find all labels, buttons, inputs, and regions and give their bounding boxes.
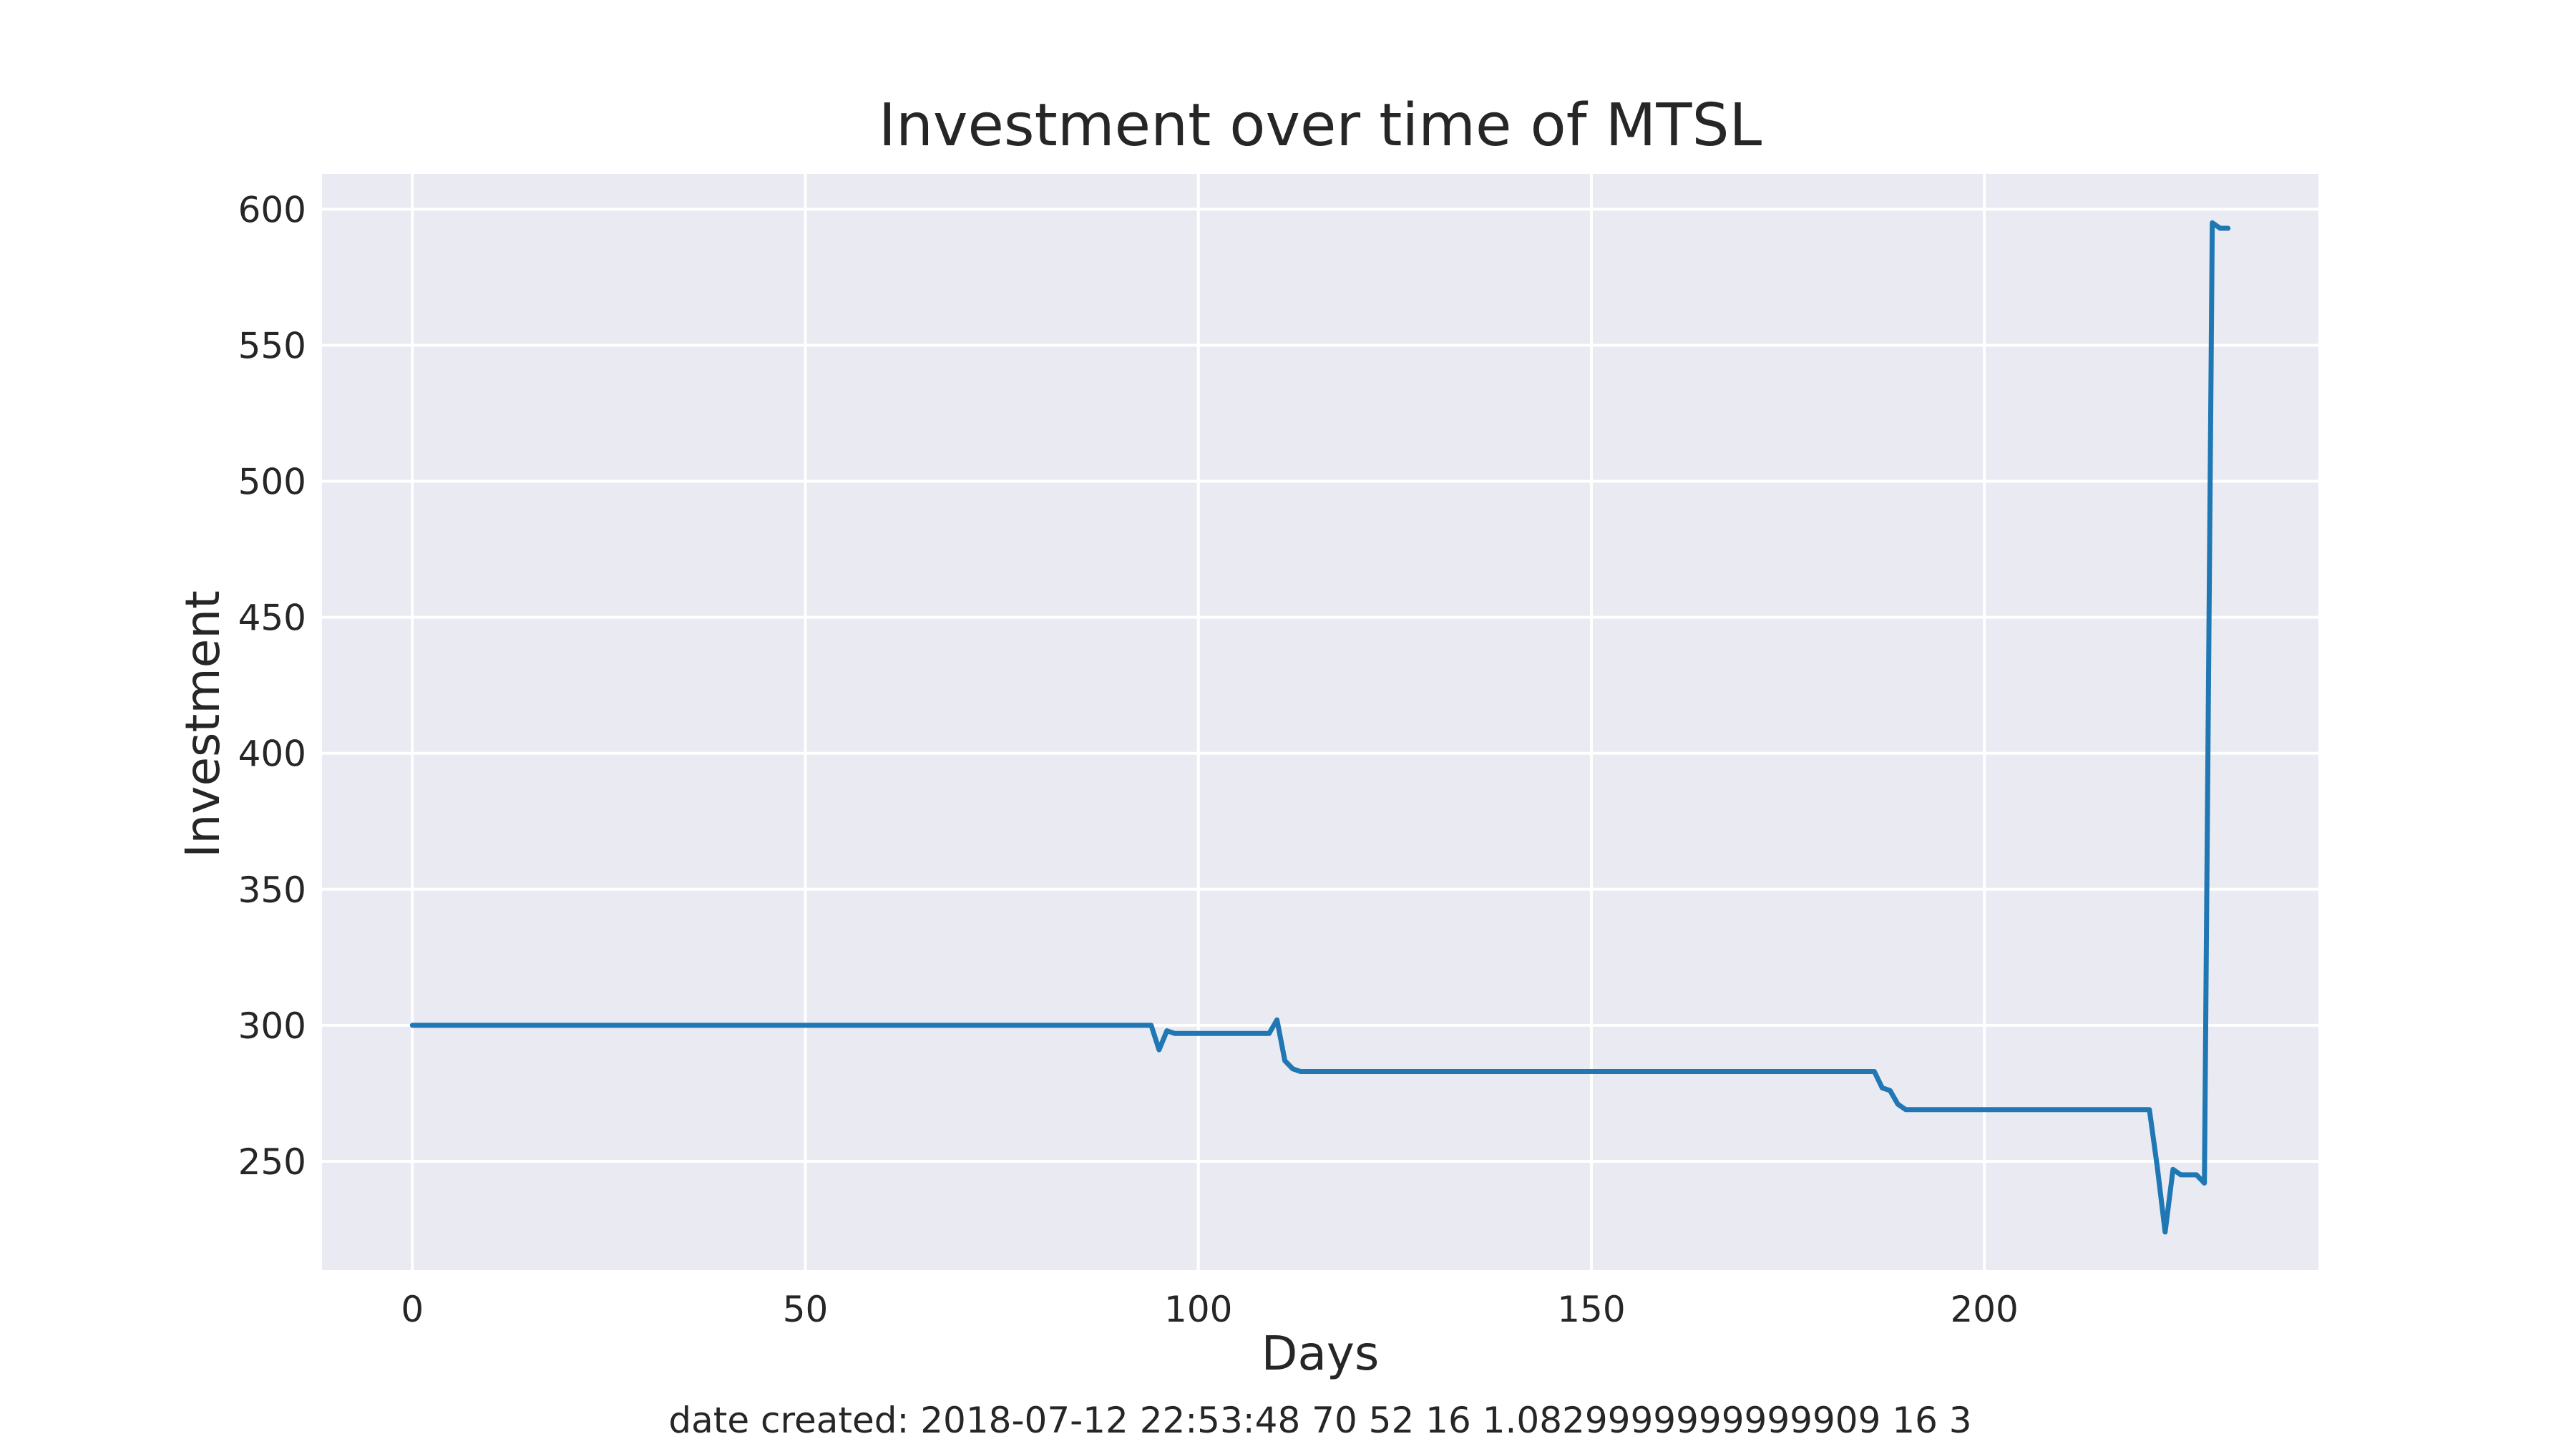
- x-tick-label: 100: [1164, 1289, 1232, 1330]
- y-tick-label: 450: [238, 597, 306, 639]
- grid-lines: [322, 174, 2318, 1270]
- plot-area: [322, 174, 2318, 1270]
- series-line: [409, 220, 2231, 1235]
- y-tick-label: 250: [238, 1141, 306, 1183]
- x-tick-label: 200: [1950, 1289, 2018, 1330]
- y-tick-label: 400: [238, 733, 306, 775]
- y-tick-label: 350: [238, 869, 306, 911]
- x-tick-label: 50: [783, 1289, 829, 1330]
- chart-title: Investment over time of MTSL: [879, 92, 1762, 160]
- x-tick-label: 150: [1557, 1289, 1625, 1330]
- footer-text: date created: 2018-07-12 22:53:48 70 52 …: [668, 1400, 1971, 1441]
- x-tick-labels: 0 50 100 150 200: [401, 1289, 2018, 1330]
- y-tick-labels: 250 300 350 400 450 500 550 600: [238, 189, 306, 1183]
- series-layer: [409, 220, 2231, 1235]
- x-axis-label: Days: [1262, 1326, 1380, 1381]
- y-tick-label: 500: [238, 462, 306, 503]
- y-tick-label: 600: [238, 189, 306, 230]
- y-tick-label: 550: [238, 325, 306, 366]
- y-axis-label: Investment: [175, 590, 230, 858]
- x-tick-label: 0: [401, 1289, 424, 1330]
- y-tick-label: 300: [238, 1005, 306, 1047]
